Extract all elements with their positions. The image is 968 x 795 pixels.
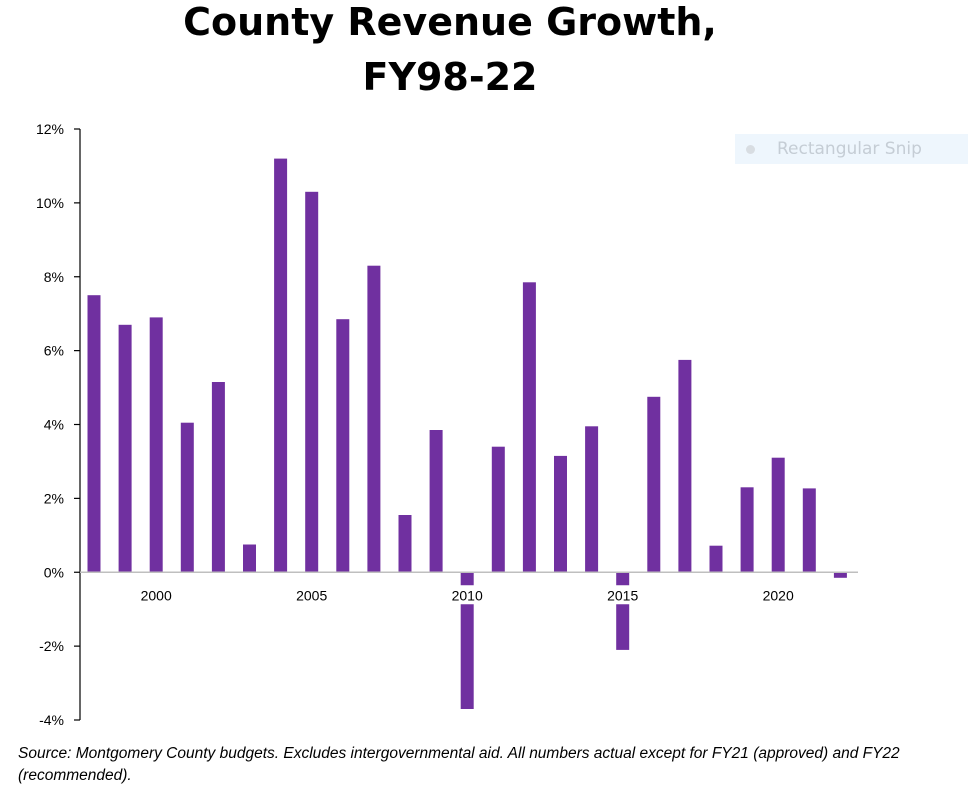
chart-title-line-2: FY98-22 — [362, 55, 538, 99]
chart-title-line-1: County Revenue Growth, — [183, 0, 717, 44]
bar-2018 — [709, 545, 723, 573]
bar-2011 — [491, 446, 505, 573]
y-tick-label: 12% — [36, 121, 64, 137]
snip-dot-icon — [746, 144, 755, 154]
bar-2002 — [211, 382, 225, 573]
bar-2019 — [740, 487, 754, 573]
bar-2017 — [678, 359, 692, 573]
bar-2003 — [243, 544, 256, 573]
bar-1999 — [118, 324, 132, 573]
y-tick-label: -4% — [39, 712, 64, 728]
bar-2015 — [616, 572, 630, 650]
bar-2016 — [647, 396, 661, 573]
y-tick-label: 10% — [36, 195, 64, 211]
bar-2005 — [305, 191, 319, 573]
x-tick-label-2020: 2020 — [763, 587, 794, 603]
bar-2014 — [585, 426, 599, 573]
rectangular-snip-tooltip: Rectangular Snip — [735, 134, 968, 164]
source-note: Source: Montgomery County budgets. Exclu… — [18, 745, 900, 784]
bar-2009 — [429, 430, 443, 573]
y-tick-label: 8% — [44, 269, 64, 285]
y-tick-label: -2% — [39, 638, 64, 654]
bar-2013 — [554, 455, 567, 573]
bar-2000 — [149, 317, 163, 573]
x-tick-label-2010: 2010 — [452, 587, 483, 603]
x-tick-label-bg — [448, 585, 487, 605]
y-tick-label: 2% — [44, 490, 64, 506]
bar-2010 — [460, 572, 474, 709]
bar-2008 — [398, 515, 412, 573]
x-tick-label-bg — [292, 585, 331, 605]
bar-2020 — [771, 457, 785, 573]
x-tick-label-2005: 2005 — [296, 587, 327, 603]
bar-chart: -4% -2% 0% 2% 4% 6% 8% 10% 12% 2000 2005 2010 2015 20… — [36, 121, 858, 728]
y-tick-label: 4% — [44, 417, 64, 433]
bar-2001 — [180, 422, 194, 573]
bar-2021 — [802, 488, 816, 573]
bar-2012 — [522, 282, 536, 573]
bar-2006 — [336, 319, 350, 573]
bar-2004 — [274, 158, 288, 573]
x-tick-label-bg — [137, 585, 176, 605]
bar-2022 — [833, 572, 847, 578]
y-tick-label: 6% — [44, 343, 64, 359]
x-tick-label-bg — [603, 585, 642, 605]
x-tick-label-2000: 2000 — [141, 587, 172, 603]
x-tick-label-2015: 2015 — [607, 587, 638, 603]
y-tick-label: 0% — [44, 564, 64, 580]
x-tick-label-bg — [759, 585, 798, 605]
bar-1998 — [87, 295, 101, 573]
snip-label: Rectangular Snip — [777, 139, 922, 159]
bar-2007 — [367, 265, 381, 573]
